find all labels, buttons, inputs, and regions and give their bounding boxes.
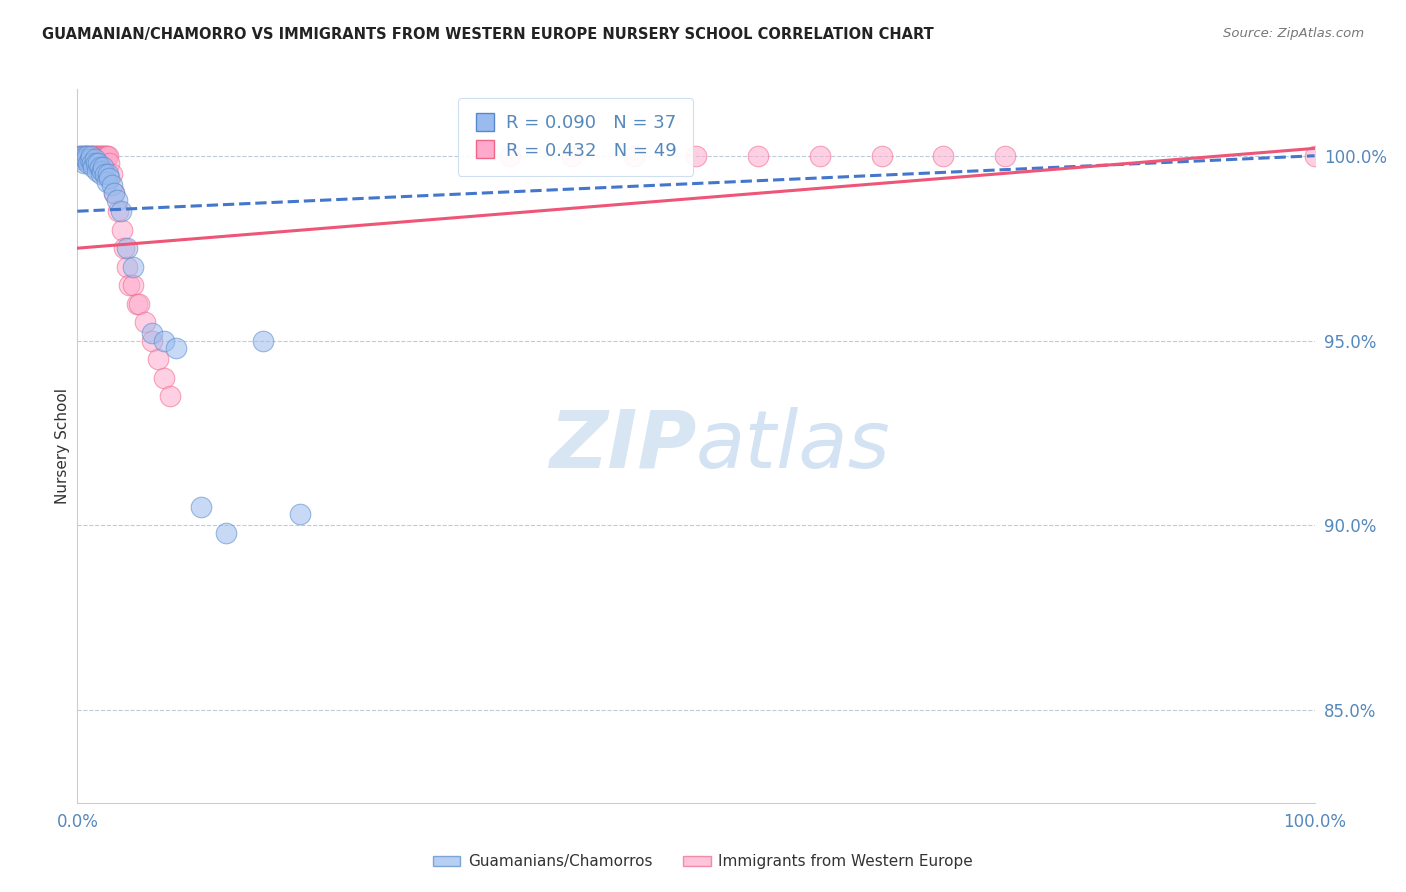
Point bbox=[103, 186, 125, 200]
Point bbox=[685, 149, 707, 163]
Point bbox=[91, 163, 114, 178]
Point bbox=[94, 149, 117, 163]
Point bbox=[932, 149, 955, 163]
Point bbox=[111, 223, 134, 237]
Point bbox=[73, 149, 96, 163]
Point bbox=[97, 149, 120, 163]
Point bbox=[288, 508, 311, 522]
Point bbox=[499, 149, 522, 163]
Point bbox=[808, 149, 831, 163]
Point bbox=[115, 241, 138, 255]
Point bbox=[84, 156, 107, 170]
Point bbox=[96, 149, 118, 163]
Text: atlas: atlas bbox=[696, 407, 891, 485]
Point bbox=[159, 389, 181, 403]
Point bbox=[93, 167, 115, 181]
Point bbox=[96, 175, 118, 189]
Point bbox=[134, 315, 156, 329]
Point bbox=[122, 278, 145, 293]
Point bbox=[91, 149, 114, 163]
Point bbox=[118, 278, 141, 293]
Point bbox=[72, 149, 94, 163]
Point bbox=[83, 153, 105, 167]
Point bbox=[153, 370, 176, 384]
Point bbox=[623, 149, 645, 163]
Text: ZIP: ZIP bbox=[548, 407, 696, 485]
Point bbox=[70, 149, 93, 163]
Point bbox=[870, 149, 893, 163]
Point bbox=[80, 149, 103, 163]
Point bbox=[105, 193, 128, 207]
Point bbox=[82, 149, 104, 163]
Point bbox=[89, 149, 111, 163]
Text: Source: ZipAtlas.com: Source: ZipAtlas.com bbox=[1223, 27, 1364, 40]
Point bbox=[115, 260, 138, 274]
Point bbox=[747, 149, 769, 163]
Point bbox=[82, 149, 104, 163]
Point bbox=[110, 204, 132, 219]
Point bbox=[72, 156, 94, 170]
Point bbox=[70, 153, 93, 167]
Point bbox=[561, 149, 583, 163]
Point bbox=[73, 149, 96, 163]
Legend: R = 0.090   N = 37, R = 0.432   N = 49: R = 0.090 N = 37, R = 0.432 N = 49 bbox=[457, 98, 693, 176]
Point bbox=[90, 149, 112, 163]
Point bbox=[994, 149, 1017, 163]
Point bbox=[75, 149, 97, 163]
Point bbox=[153, 334, 176, 348]
Y-axis label: Nursery School: Nursery School bbox=[55, 388, 70, 504]
Point bbox=[69, 149, 91, 163]
Point bbox=[101, 178, 124, 193]
Point bbox=[107, 204, 129, 219]
Point bbox=[91, 160, 114, 174]
Point bbox=[83, 149, 105, 163]
Point bbox=[90, 167, 112, 181]
Point bbox=[86, 149, 108, 163]
Point bbox=[98, 170, 121, 185]
Point bbox=[252, 334, 274, 348]
Point bbox=[75, 153, 97, 167]
Point bbox=[72, 149, 94, 163]
Point bbox=[98, 156, 121, 170]
Point bbox=[91, 149, 114, 163]
Text: GUAMANIAN/CHAMORRO VS IMMIGRANTS FROM WESTERN EUROPE NURSERY SCHOOL CORRELATION : GUAMANIAN/CHAMORRO VS IMMIGRANTS FROM WE… bbox=[42, 27, 934, 42]
Point bbox=[77, 149, 100, 163]
Point bbox=[112, 241, 135, 255]
Point bbox=[97, 167, 120, 181]
Point bbox=[93, 149, 115, 163]
Point bbox=[82, 156, 104, 170]
Point bbox=[122, 260, 145, 274]
Point bbox=[67, 149, 90, 163]
Point bbox=[141, 334, 163, 348]
Point bbox=[87, 149, 110, 163]
Point bbox=[82, 160, 104, 174]
Point bbox=[76, 149, 98, 163]
Point bbox=[76, 149, 98, 163]
Point bbox=[165, 341, 187, 355]
Point bbox=[1303, 149, 1326, 163]
Point bbox=[86, 163, 108, 178]
Point bbox=[128, 296, 150, 310]
Point bbox=[79, 153, 101, 167]
Point bbox=[146, 352, 169, 367]
Point bbox=[215, 525, 238, 540]
Point bbox=[101, 167, 124, 181]
Point bbox=[125, 296, 148, 310]
Point bbox=[89, 160, 111, 174]
Point bbox=[87, 156, 110, 170]
Point bbox=[84, 149, 107, 163]
Point bbox=[80, 149, 103, 163]
Point bbox=[103, 186, 125, 200]
Point bbox=[79, 149, 101, 163]
Point bbox=[190, 500, 212, 514]
Point bbox=[141, 326, 163, 341]
Point bbox=[77, 156, 100, 170]
Legend: Guamanians/Chamorros, Immigrants from Western Europe: Guamanians/Chamorros, Immigrants from We… bbox=[427, 848, 979, 875]
